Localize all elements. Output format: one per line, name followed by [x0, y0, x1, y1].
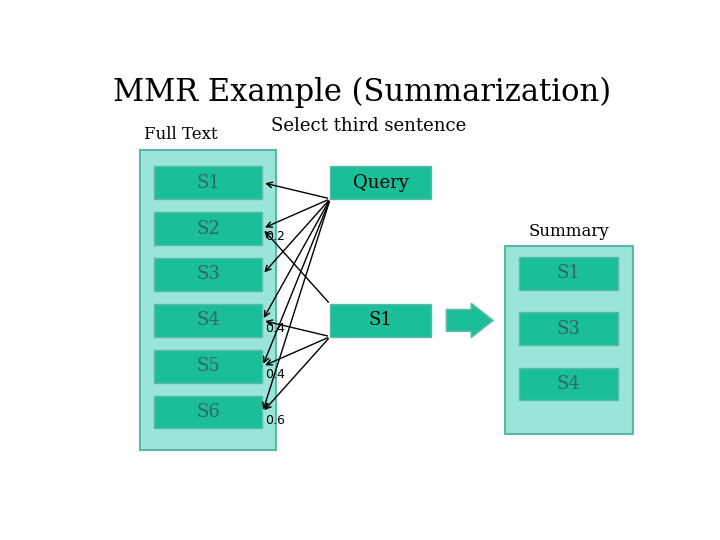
- Text: 0.6: 0.6: [265, 414, 284, 427]
- Bar: [330, 166, 431, 199]
- Text: S1: S1: [369, 312, 392, 329]
- Bar: [519, 257, 618, 289]
- Text: S3: S3: [557, 320, 580, 338]
- Bar: [154, 258, 262, 291]
- Bar: [154, 396, 262, 429]
- Text: S2: S2: [197, 220, 220, 238]
- Text: 0.4: 0.4: [265, 368, 284, 381]
- Text: S1: S1: [197, 174, 220, 192]
- FancyArrow shape: [446, 303, 493, 338]
- Text: Summary: Summary: [528, 222, 609, 240]
- Bar: [154, 304, 262, 336]
- Bar: [154, 166, 262, 199]
- Bar: [154, 212, 262, 245]
- Text: 0.2: 0.2: [265, 230, 284, 243]
- Text: Full Text: Full Text: [144, 126, 218, 143]
- Bar: [140, 150, 276, 450]
- Text: S4: S4: [557, 375, 580, 393]
- Bar: [505, 246, 632, 434]
- Text: S6: S6: [197, 403, 220, 421]
- Bar: [519, 368, 618, 400]
- Text: 0.4: 0.4: [265, 322, 284, 335]
- Text: S4: S4: [197, 312, 220, 329]
- Text: MMR Example (Summarization): MMR Example (Summarization): [113, 76, 611, 107]
- Bar: [519, 313, 618, 345]
- Bar: [154, 350, 262, 382]
- Text: S3: S3: [197, 266, 220, 284]
- Text: Select third sentence: Select third sentence: [271, 117, 467, 135]
- Text: S5: S5: [197, 357, 220, 375]
- Text: S1: S1: [557, 265, 580, 282]
- Text: Query: Query: [353, 174, 408, 192]
- Bar: [330, 304, 431, 336]
